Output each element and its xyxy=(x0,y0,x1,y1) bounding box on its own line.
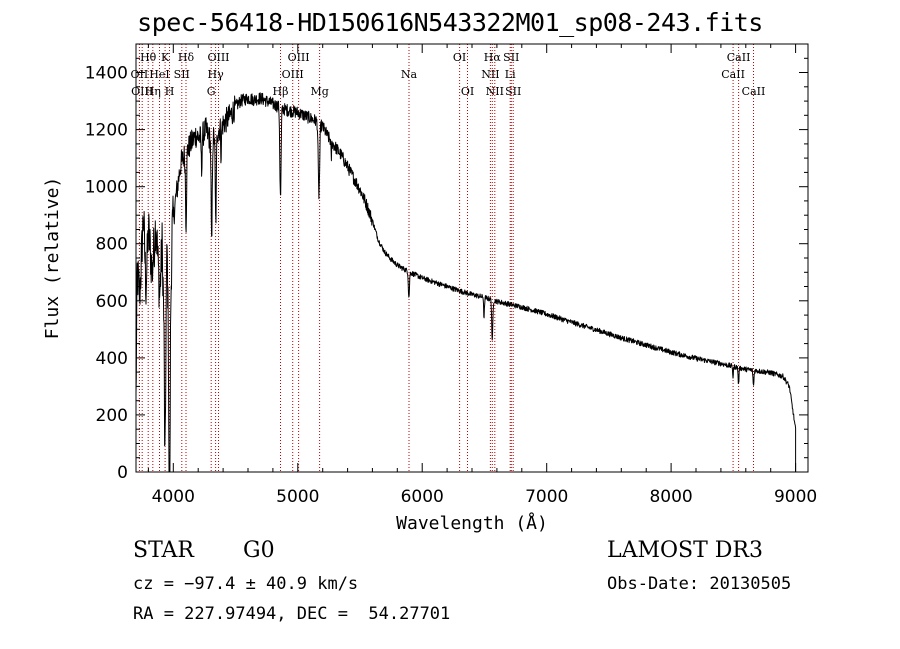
line-label: CaII xyxy=(742,85,766,98)
y-tick-label: 600 xyxy=(96,292,128,312)
line-label: Hη xyxy=(145,85,161,98)
line-label: NII xyxy=(481,68,499,81)
line-label: NII xyxy=(486,85,504,98)
line-label: SII xyxy=(174,68,190,81)
y-axis-label: Flux (relative) xyxy=(42,177,63,340)
line-label: SII xyxy=(503,51,519,64)
line-label: K xyxy=(161,51,170,64)
line-label: Hδ xyxy=(178,51,195,64)
line-label: OI xyxy=(461,85,474,98)
spectrum-line xyxy=(135,92,797,473)
line-label: OIII xyxy=(131,85,153,98)
coordinates-readout: RA = 227.97494, DEC = 54.27701 xyxy=(133,604,451,624)
observation-date: Obs-Date: 20130505 xyxy=(607,574,792,594)
x-axis-label: Wavelength (Å) xyxy=(396,512,548,534)
y-tick-label: 800 xyxy=(96,235,128,255)
line-label: CaII xyxy=(727,51,751,64)
y-tick-label: 200 xyxy=(96,406,128,426)
y-tick-label: 1400 xyxy=(85,64,128,84)
line-label: Hθ xyxy=(140,51,157,64)
line-label: OI xyxy=(453,51,466,64)
line-label: Hβ xyxy=(273,85,289,98)
x-tick-label: 4000 xyxy=(152,487,195,507)
line-label: Hα xyxy=(484,51,502,64)
y-tick-label: 1000 xyxy=(85,178,128,198)
x-tick-label: 8000 xyxy=(649,487,692,507)
y-tick-label: 0 xyxy=(117,463,128,483)
survey-name: LAMOST DR3 xyxy=(607,538,763,563)
line-label: HeI xyxy=(149,68,169,81)
line-label: OII xyxy=(131,68,149,81)
line-label: Li xyxy=(505,68,516,81)
emission-line-markers xyxy=(138,44,754,472)
object-subclass: G0 xyxy=(243,538,275,563)
x-tick-label: 5000 xyxy=(276,487,319,507)
line-label: G xyxy=(207,85,216,98)
x-tick-label: 9000 xyxy=(774,487,817,507)
line-label: CaII xyxy=(721,68,745,81)
y-tick-label: 1200 xyxy=(85,121,128,141)
line-label: Mg xyxy=(310,85,328,98)
x-tick-label: 6000 xyxy=(401,487,444,507)
line-label: SII xyxy=(505,85,521,98)
object-type: STAR xyxy=(133,538,194,563)
chart-title: spec-56418-HD150616N543322M01_sp08-243.f… xyxy=(137,8,763,37)
line-label: OIII xyxy=(207,51,229,64)
spectrum-layer xyxy=(135,92,797,473)
plot-frame xyxy=(135,43,809,473)
line-label: H xyxy=(165,85,175,98)
line-label: OIII xyxy=(282,68,304,81)
line-label: Na xyxy=(401,68,418,81)
x-tick-label: 7000 xyxy=(525,487,568,507)
ticks: 4000 5000 6000 7000 8000 9000 0 200 400 600 800 100… xyxy=(85,43,817,507)
line-labels: OII OIII Hθ Hη HeI K H SII Hδ G Hγ OIII Hβ OIII OIII Mg… xyxy=(131,51,766,98)
line-label: OIII xyxy=(288,51,310,64)
line-label: Hγ xyxy=(208,68,225,81)
redshift-readout: cz = −97.4 ± 40.9 km/s xyxy=(133,574,359,594)
y-tick-label: 400 xyxy=(96,349,128,369)
axes xyxy=(135,43,809,473)
